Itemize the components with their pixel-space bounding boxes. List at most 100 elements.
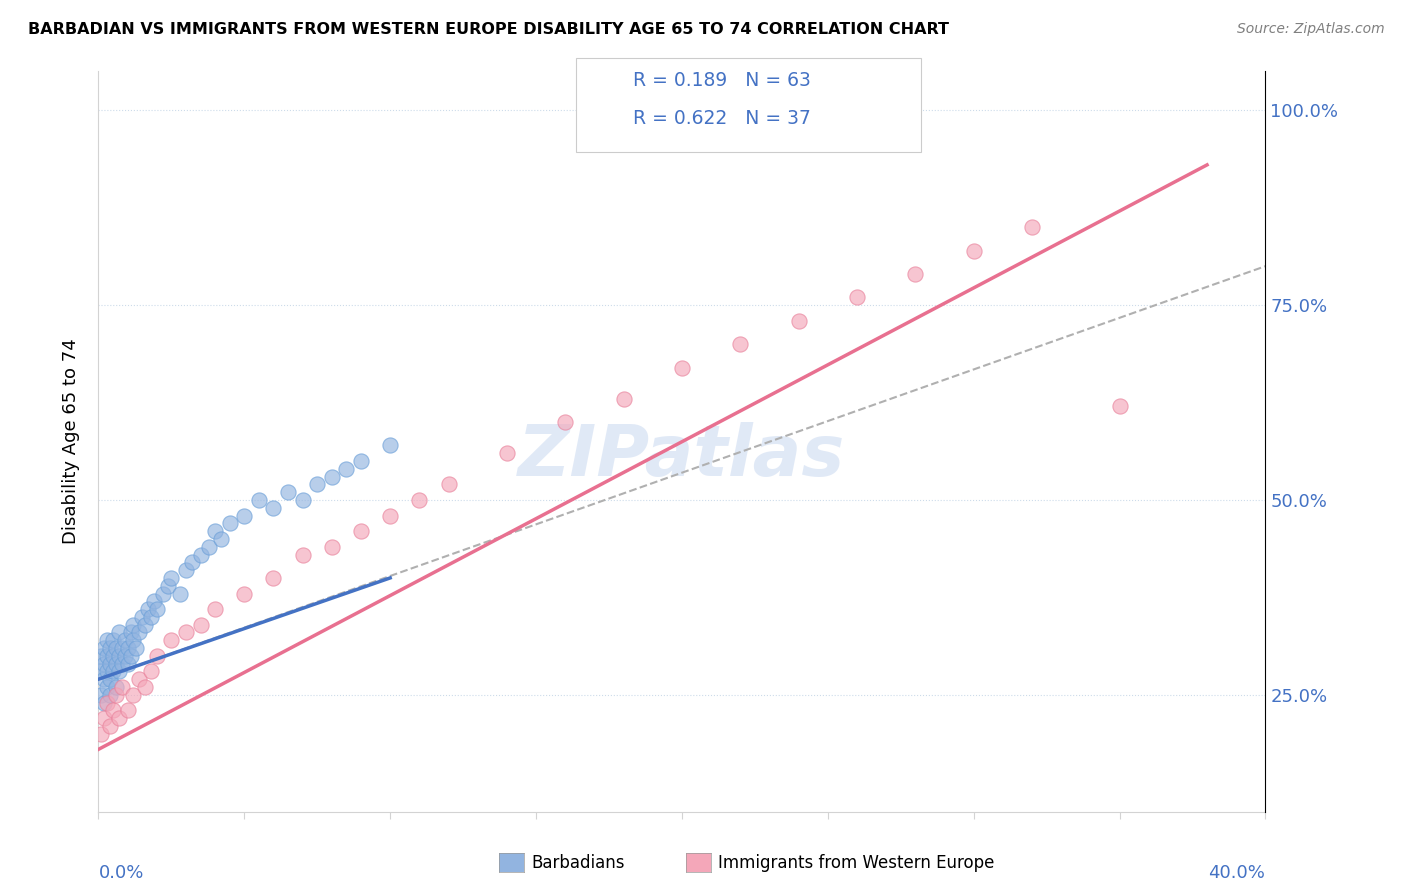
Text: 40.0%: 40.0% — [1209, 863, 1265, 881]
Point — [380, 438, 402, 452]
Point — [136, 602, 159, 616]
Point — [307, 477, 329, 491]
Point — [1108, 400, 1130, 414]
Point — [90, 688, 112, 702]
Point — [101, 703, 124, 717]
Point — [96, 633, 118, 648]
Point — [142, 594, 165, 608]
Point — [380, 508, 402, 523]
Point — [321, 540, 343, 554]
Point — [98, 719, 121, 733]
Point — [554, 415, 576, 429]
Point — [117, 657, 139, 671]
Point — [131, 610, 153, 624]
Point — [93, 672, 115, 686]
Point — [247, 493, 270, 508]
Point — [233, 508, 256, 523]
Text: Barbadians: Barbadians — [531, 854, 626, 871]
Point — [146, 602, 169, 616]
Point — [233, 586, 256, 600]
Point — [730, 337, 752, 351]
Point — [139, 610, 162, 624]
Point — [122, 688, 145, 702]
Point — [160, 633, 183, 648]
Point — [139, 665, 162, 679]
Point — [108, 648, 131, 663]
Point — [117, 703, 139, 717]
Point — [98, 641, 121, 656]
Text: R = 0.189   N = 63: R = 0.189 N = 63 — [633, 71, 811, 90]
Point — [209, 532, 232, 546]
Point — [101, 633, 124, 648]
Point — [321, 469, 343, 483]
Point — [671, 360, 693, 375]
Point — [146, 648, 169, 663]
Point — [120, 648, 142, 663]
Point — [612, 392, 634, 406]
Point — [90, 727, 112, 741]
Point — [291, 493, 314, 508]
Point — [169, 586, 191, 600]
Point — [111, 657, 134, 671]
Point — [152, 586, 174, 600]
Point — [174, 563, 197, 577]
Point — [93, 711, 115, 725]
Point — [122, 617, 145, 632]
Point — [190, 617, 212, 632]
Point — [93, 696, 115, 710]
Point — [1021, 220, 1043, 235]
Point — [108, 625, 131, 640]
Point — [120, 625, 142, 640]
Text: Source: ZipAtlas.com: Source: ZipAtlas.com — [1237, 22, 1385, 37]
Text: BARBADIAN VS IMMIGRANTS FROM WESTERN EUROPE DISABILITY AGE 65 TO 74 CORRELATION : BARBADIAN VS IMMIGRANTS FROM WESTERN EUR… — [28, 22, 949, 37]
Y-axis label: Disability Age 65 to 74: Disability Age 65 to 74 — [62, 339, 80, 544]
Point — [350, 454, 373, 468]
Point — [111, 641, 134, 656]
Point — [335, 462, 357, 476]
Point — [134, 680, 156, 694]
Point — [198, 540, 221, 554]
Point — [350, 524, 373, 538]
Point — [108, 665, 131, 679]
Point — [104, 641, 127, 656]
Point — [204, 602, 226, 616]
Point — [96, 665, 118, 679]
Point — [262, 500, 284, 515]
Point — [125, 641, 148, 656]
Point — [190, 548, 212, 562]
Point — [128, 625, 150, 640]
Point — [104, 680, 127, 694]
Point — [114, 633, 136, 648]
Point — [846, 290, 869, 304]
Point — [96, 648, 118, 663]
Point — [101, 665, 124, 679]
Text: Immigrants from Western Europe: Immigrants from Western Europe — [718, 854, 995, 871]
Point — [122, 633, 145, 648]
Point — [291, 548, 314, 562]
Point — [93, 641, 115, 656]
Text: R = 0.622   N = 37: R = 0.622 N = 37 — [633, 109, 811, 128]
Point — [117, 641, 139, 656]
Point — [904, 267, 927, 281]
Point — [408, 493, 430, 508]
Point — [108, 711, 131, 725]
Point — [218, 516, 240, 531]
Point — [96, 680, 118, 694]
Point — [98, 672, 121, 686]
Point — [160, 571, 183, 585]
Point — [101, 648, 124, 663]
Point — [262, 571, 284, 585]
Point — [437, 477, 460, 491]
Point — [787, 314, 810, 328]
Point — [111, 680, 134, 694]
Point — [98, 657, 121, 671]
Point — [114, 648, 136, 663]
Text: ZIPatlas: ZIPatlas — [519, 422, 845, 491]
Point — [157, 579, 180, 593]
Point — [104, 688, 127, 702]
Point — [90, 665, 112, 679]
Point — [962, 244, 984, 258]
Point — [128, 672, 150, 686]
Point — [174, 625, 197, 640]
Point — [93, 657, 115, 671]
